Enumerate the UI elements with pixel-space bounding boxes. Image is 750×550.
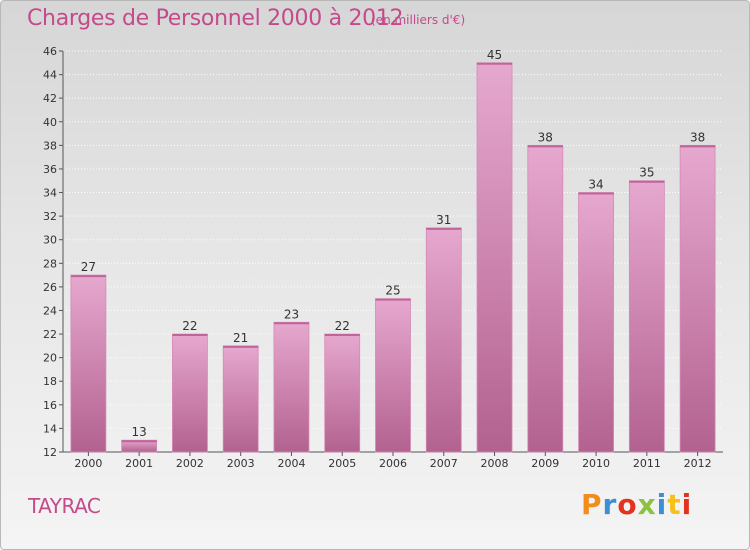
chart-title: Charges de Personnel 2000 à 2012 [27,6,404,31]
logo-letter: i [656,488,668,521]
x-tick-label-2004: 2004 [277,457,305,470]
y-tick-label: 16 [43,399,57,412]
x-tick-label-2000: 2000 [74,457,102,470]
logo-letter: i [681,488,693,521]
x-tick-label-2003: 2003 [227,457,255,470]
x-tick-label-2009: 2009 [531,457,559,470]
logo-letter: t [667,488,682,521]
bar-2002 [172,333,208,453]
y-tick-label: 32 [43,210,57,223]
y-tick-label: 26 [43,281,57,294]
proxiti-logo: Proxiti [581,488,692,521]
data-label-2000: 27 [81,260,96,274]
y-tick-label: 20 [43,352,57,365]
bar-2006 [375,298,411,453]
y-tick-label: 14 [43,422,57,435]
data-label-2002: 22 [182,319,197,333]
data-label-2011: 35 [639,166,654,180]
y-tick-label: 24 [43,304,57,317]
logo-letter: x [637,488,657,521]
bar-2008 [476,62,513,453]
y-tick-label: 12 [43,446,57,459]
logo-letter: P [581,488,603,521]
commune-name: TAYRAC [28,494,101,518]
bar-2011 [628,180,665,453]
x-tick-label-2008: 2008 [481,457,509,470]
logo-letter: o [617,488,638,521]
y-tick-label: 40 [43,116,57,129]
bar-2005 [324,333,361,453]
y-tick-label: 44 [43,69,57,82]
y-tick-label: 36 [43,163,57,176]
y-tick-label: 30 [43,234,57,247]
x-tick-label-2011: 2011 [633,457,661,470]
y-tick-label: 18 [43,375,57,388]
data-label-2012: 38 [690,130,705,144]
chart-subtitle: (en milliers d'€) [371,13,466,27]
data-label-2010: 34 [588,178,603,192]
y-tick-label: 38 [43,139,57,152]
x-tick-label-2001: 2001 [125,457,153,470]
y-tick-label: 42 [43,92,57,105]
data-label-2009: 38 [538,130,553,144]
x-tick-label-2006: 2006 [379,457,407,470]
bar-2009 [527,144,564,453]
y-tick-label: 22 [43,328,57,341]
bar-2007 [425,227,462,453]
data-label-2003: 21 [233,331,248,345]
bar-2004 [273,321,310,453]
data-label-2004: 23 [284,307,299,321]
logo-letter: r [602,488,618,521]
data-label-2001: 13 [132,425,147,439]
x-tick-label-2010: 2010 [582,457,610,470]
x-tick-label-2012: 2012 [684,457,712,470]
bar-2012 [679,144,716,453]
y-tick-label: 46 [43,45,57,58]
data-label-2008: 45 [487,48,502,62]
x-tick-label-2005: 2005 [328,457,356,470]
bar-2003 [222,345,259,453]
bar-2000 [70,274,107,453]
x-tick-label-2002: 2002 [176,457,204,470]
data-label-2007: 31 [436,213,451,227]
data-label-2006: 25 [385,284,400,298]
x-tick-label-2007: 2007 [430,457,458,470]
data-label-2005: 22 [335,319,350,333]
bar-2010 [578,192,614,453]
y-tick-label: 34 [43,187,57,200]
y-tick-label: 28 [43,257,57,270]
